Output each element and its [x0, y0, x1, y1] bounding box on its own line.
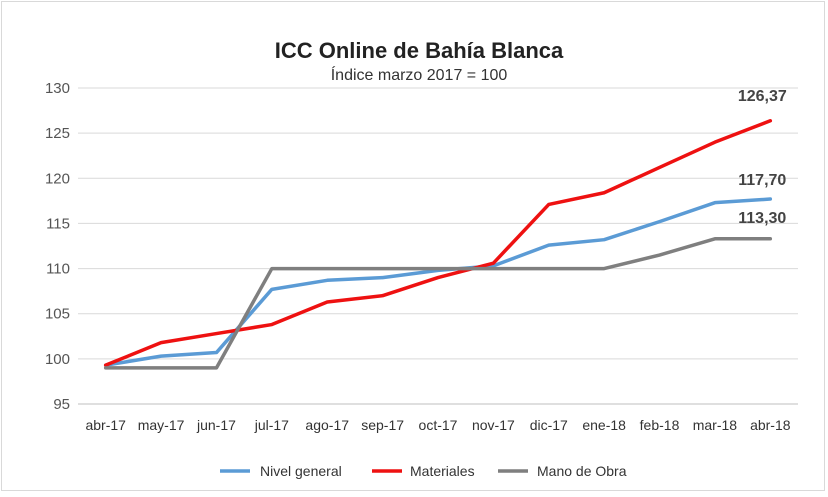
series-lines	[103, 119, 773, 370]
y-tick-label: 105	[45, 306, 70, 323]
chart-subtitle: Índice marzo 2017 = 100	[331, 65, 508, 84]
y-tick-label: 110	[46, 261, 70, 278]
x-tick-label: ago-17	[305, 417, 349, 433]
x-tick-label: feb-18	[640, 417, 680, 433]
y-tick-label: 95	[53, 396, 70, 413]
x-tick-label: dic-17	[530, 417, 568, 433]
y-tick-label: 120	[45, 170, 70, 187]
gridlines	[78, 87, 798, 405]
x-tick-label: may-17	[138, 417, 185, 433]
legend-item: Materiales	[372, 463, 475, 479]
y-tick-label: 130	[45, 80, 70, 97]
y-tick-label: 125	[45, 125, 70, 142]
x-tick-label: sep-17	[361, 417, 404, 433]
end-labels: 117,70 126,37 113,30	[738, 88, 787, 227]
x-tick-label: jul-17	[254, 417, 289, 433]
x-tick-label: mar-18	[693, 417, 738, 433]
series-line-materiales	[103, 119, 773, 367]
legend-item: Nivel general	[220, 463, 342, 479]
x-tick-label: ene-18	[582, 417, 626, 433]
series-line-mano-de-obra	[103, 237, 773, 370]
legend-item: Mano de Obra	[498, 463, 627, 479]
y-tick-label: 115	[46, 215, 70, 232]
x-tick-label: oct-17	[419, 417, 458, 433]
legend-label: Mano de Obra	[537, 463, 627, 479]
legend-label: Materiales	[410, 463, 475, 479]
data-label: 126,37	[738, 88, 787, 105]
chart-title: ICC Online de Bahía Blanca	[275, 38, 564, 63]
x-tick-label: abr-18	[750, 417, 791, 433]
x-tick-label: jun-17	[196, 417, 236, 433]
legend-label: Nivel general	[260, 463, 342, 479]
y-tick-label: 100	[45, 351, 70, 368]
data-label: 117,70	[738, 172, 786, 189]
x-axis-ticks: abr-17 may-17 jun-17 jul-17 ago-17 sep-17 oct-…	[85, 417, 790, 433]
series-line-nivel-general	[103, 197, 773, 367]
y-axis-ticks: 95 100 105 110 115 120 125 130	[45, 80, 70, 413]
x-tick-label: nov-17	[472, 417, 515, 433]
data-label: 113,30	[738, 210, 786, 227]
legend: Nivel general Materiales Mano de Obra	[220, 463, 627, 479]
x-tick-label: abr-17	[85, 417, 126, 433]
